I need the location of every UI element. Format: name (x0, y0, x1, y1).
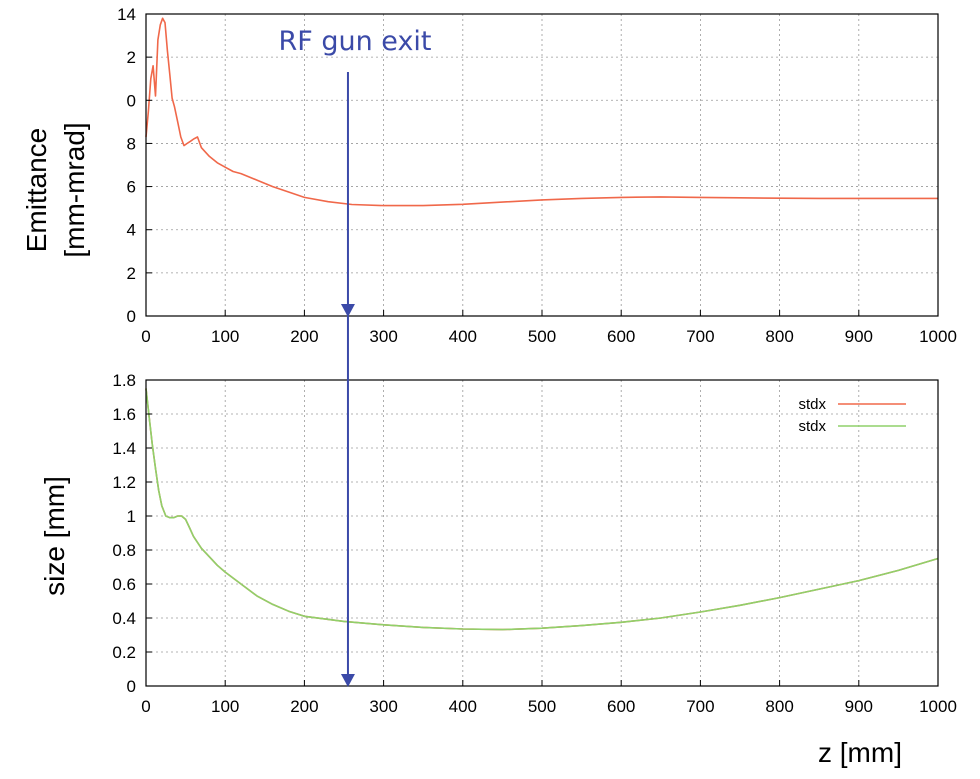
x-tick-label: 500 (528, 697, 556, 716)
y-tick-label: 1.4 (112, 439, 136, 458)
y-tick-label: 4 (127, 221, 136, 240)
series-line-1 (145, 388, 939, 631)
x-tick-label: 200 (290, 327, 318, 346)
emittance-plot: 0 100 200 300 400 500 600 700 800 900 1000 0 2 4 6 8 0 2 1… (21, 5, 957, 346)
y-tick-label: 0.6 (112, 575, 136, 594)
rf-gun-exit-label: RF gun exit (278, 26, 431, 57)
rf-gun-exit-annotation: RF gun exit (278, 26, 432, 687)
y-tick-label: 2 (127, 48, 136, 67)
rf-gun-exit-arrowhead-bottom (340, 674, 355, 687)
size-legend: stdx stdx (798, 396, 906, 435)
emittance-ylabel-line1: Emittance (21, 128, 52, 253)
x-tick-label: 900 (845, 327, 873, 346)
emittance-series (145, 17, 938, 207)
y-tick-label: 0 (127, 91, 136, 110)
y-tick-label: 14 (117, 5, 136, 24)
x-tick-label: 600 (607, 327, 635, 346)
legend-label: stdx (798, 418, 826, 435)
x-tick-label: 400 (449, 697, 477, 716)
x-tick-label: 700 (686, 327, 714, 346)
x-tick-label: 700 (686, 697, 714, 716)
x-tick-label: 200 (290, 697, 318, 716)
legend-label: stdx (798, 396, 826, 413)
y-tick-label: 0.2 (112, 643, 136, 662)
x-tick-label: 100 (211, 327, 239, 346)
emittance-ticks: 0 100 200 300 400 500 600 700 800 900 1000 0 2 4 6 8 0 2 1… (117, 5, 957, 346)
y-tick-label: 0 (127, 307, 136, 326)
x-tick-label: 500 (528, 327, 556, 346)
y-tick-label: 1.2 (112, 473, 136, 492)
x-tick-label: 0 (141, 327, 150, 346)
x-tick-label: 300 (369, 697, 397, 716)
y-tick-label: 1.6 (112, 405, 136, 424)
rf-gun-exit-arrowhead-top (340, 304, 355, 317)
size-plot: 0 100 200 300 400 500 600 700 800 900 1000 0 0.2 0.4 0… (39, 371, 957, 768)
x-tick-label: 0 (141, 697, 150, 716)
size-xlabel: z [mm] (818, 737, 902, 768)
y-tick-label: 6 (127, 178, 136, 197)
x-tick-label: 300 (369, 327, 397, 346)
size-ticks: 0 100 200 300 400 500 600 700 800 900 1000 0 0.2 0.4 0… (112, 371, 957, 716)
x-tick-label: 1000 (919, 697, 957, 716)
y-tick-label: 0.4 (112, 609, 136, 628)
series-line-0 (145, 17, 938, 207)
y-tick-label: 8 (127, 134, 136, 153)
x-tick-label: 600 (607, 697, 635, 716)
size-grid (146, 380, 938, 686)
y-tick-label: 2 (127, 264, 136, 283)
y-tick-label: 0.8 (112, 541, 136, 560)
y-tick-label: 1.8 (112, 371, 136, 390)
x-tick-label: 800 (765, 327, 793, 346)
size-ylabel: size [mm] (39, 476, 70, 596)
emittance-ylabel-line2: [mm-mrad] (59, 122, 90, 257)
size-series (145, 388, 939, 631)
y-tick-label: 0 (127, 677, 136, 696)
x-tick-label: 100 (211, 697, 239, 716)
x-tick-label: 800 (765, 697, 793, 716)
x-tick-label: 900 (845, 697, 873, 716)
x-tick-label: 1000 (919, 327, 957, 346)
y-tick-label: 1 (127, 507, 136, 526)
emittance-grid (146, 14, 938, 316)
x-tick-label: 400 (449, 327, 477, 346)
